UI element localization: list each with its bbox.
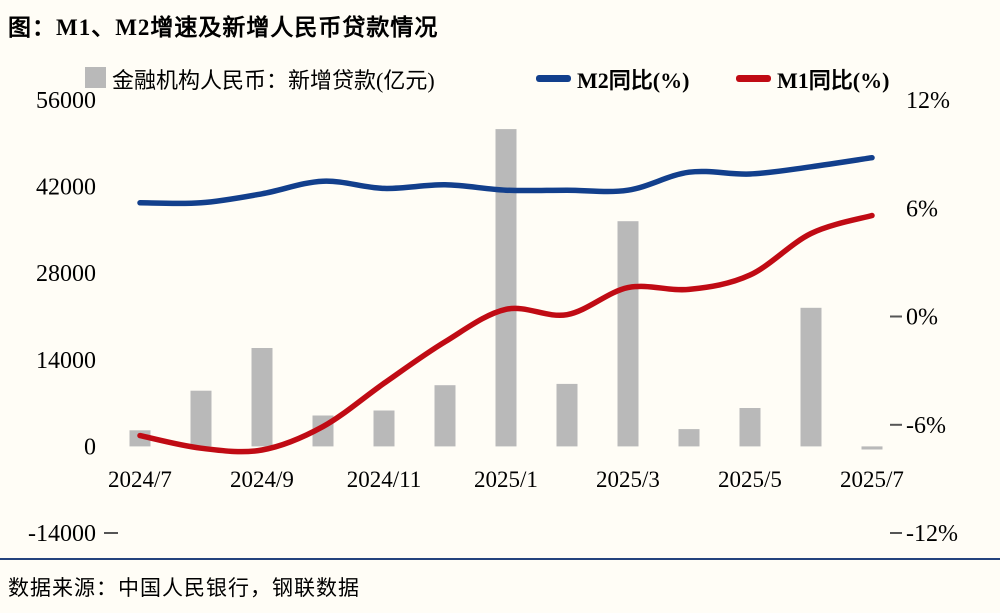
bar-2025/3 bbox=[617, 221, 639, 447]
page-title: 图：M1、M2增速及新增人民币贷款情况 bbox=[8, 15, 439, 40]
m2-line bbox=[137, 154, 875, 207]
legend-m1-label: M1同比(%) bbox=[777, 68, 890, 93]
bar-2025/6 bbox=[800, 307, 822, 447]
right-axis-label: 12% bbox=[906, 88, 950, 114]
bar-2025/5 bbox=[739, 408, 761, 447]
right-axis-label: 6% bbox=[906, 196, 938, 222]
x-axis-label: 2024/11 bbox=[347, 467, 422, 492]
bar-2024/8 bbox=[190, 390, 212, 447]
bar-2025/7 bbox=[861, 446, 883, 450]
bar-2025/1 bbox=[495, 129, 517, 447]
bar-2025/2 bbox=[556, 383, 578, 447]
legend-m1-line-swatch bbox=[736, 75, 771, 82]
x-axis-label: 2025/1 bbox=[474, 467, 538, 492]
x-axis-label: 2025/7 bbox=[840, 467, 904, 492]
right-axis-label: 0% bbox=[906, 305, 938, 331]
bar-2024/12 bbox=[434, 385, 456, 447]
left-axis-label: 0 bbox=[84, 434, 96, 460]
left-axis-label: 42000 bbox=[36, 175, 96, 201]
x-axis-label: 2024/9 bbox=[230, 467, 294, 492]
legend-m2-label: M2同比(%) bbox=[577, 68, 690, 93]
bar-2025/4 bbox=[678, 429, 700, 447]
bar-2024/11 bbox=[373, 410, 395, 447]
legend-bar-swatch bbox=[85, 67, 106, 88]
left-axis-label: 28000 bbox=[36, 261, 96, 287]
source-note: 数据来源：中国人民银行，钢联数据 bbox=[8, 576, 360, 600]
right-axis-label: -12% bbox=[906, 521, 958, 547]
m1-line bbox=[137, 212, 875, 455]
x-axis-label: 2024/7 bbox=[108, 467, 172, 492]
x-axis-label: 2025/3 bbox=[596, 467, 660, 492]
left-axis-label: 56000 bbox=[36, 88, 96, 114]
legend-bar-label: 金融机构人民币：新增贷款(亿元) bbox=[112, 68, 435, 93]
right-axis-label: -6% bbox=[906, 413, 946, 439]
legend-m2-line-swatch bbox=[536, 75, 571, 82]
bar-2024/9 bbox=[251, 348, 273, 447]
divider-line bbox=[0, 558, 1000, 560]
left-axis-label: 14000 bbox=[36, 348, 96, 374]
x-axis-label: 2025/5 bbox=[718, 467, 782, 492]
left-axis-label: -14000 bbox=[28, 521, 96, 547]
